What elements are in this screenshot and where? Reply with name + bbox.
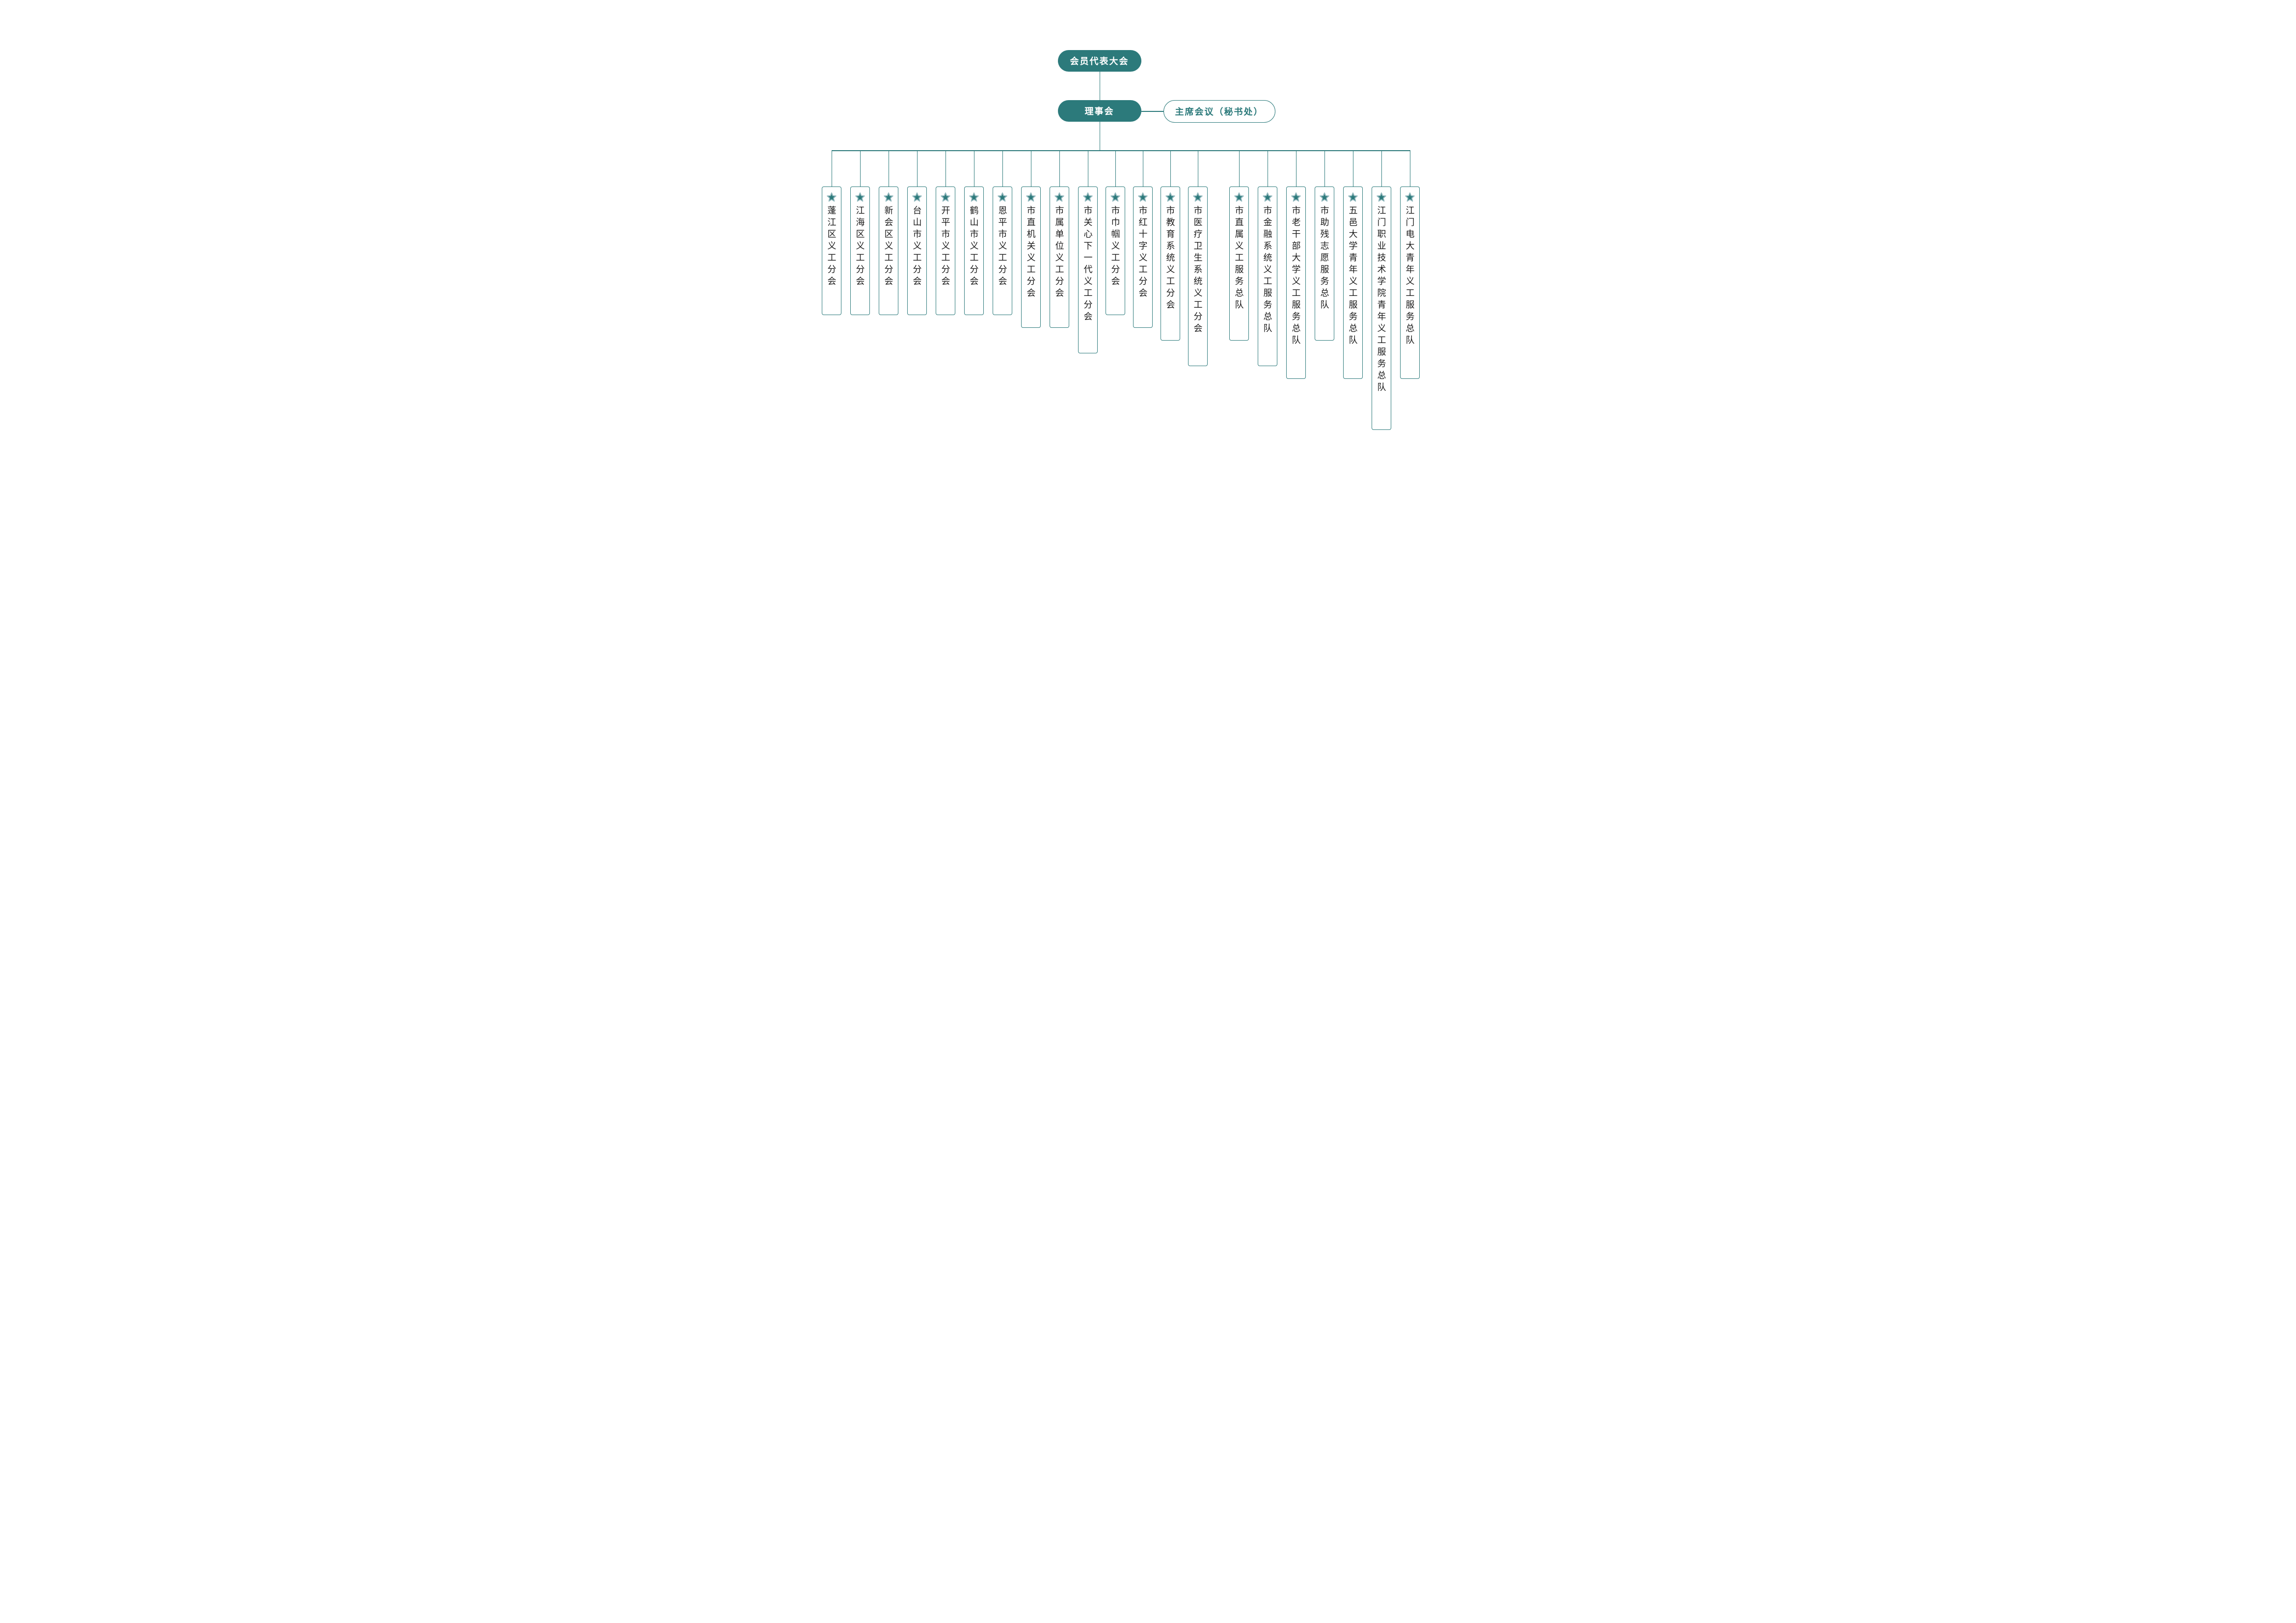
leaf-label: 市教育系统义工分会	[1166, 206, 1175, 312]
star-icon	[1376, 192, 1387, 203]
node-secretariat-label: 主席会议（秘书处）	[1175, 105, 1264, 118]
connector	[1031, 150, 1032, 186]
connector	[1100, 72, 1101, 100]
star-icon	[1054, 192, 1065, 203]
leaf-node: 开平市义工分会	[936, 186, 955, 315]
leaf-node: 市金融系统义工服务总队	[1258, 186, 1277, 366]
leaf-node: 五邑大学青年义工服务总队	[1343, 186, 1363, 379]
leaf-node: 江门电大青年义工服务总队	[1400, 186, 1420, 379]
leaf-label: 开平市义工分会	[941, 206, 950, 288]
connector	[1141, 111, 1163, 112]
connector	[1381, 150, 1382, 186]
connector	[1410, 150, 1411, 186]
leaf-label: 市直属义工服务总队	[1235, 206, 1243, 312]
leaf-node: 新会区义工分会	[879, 186, 898, 315]
connector	[1198, 150, 1199, 186]
leaf-node: 江海区义工分会	[850, 186, 870, 315]
star-icon	[1291, 192, 1301, 203]
star-icon	[969, 192, 979, 203]
star-icon	[1082, 192, 1093, 203]
leaf-node: 市直机关义工分会	[1021, 186, 1041, 328]
star-icon	[1234, 192, 1244, 203]
node-council: 理事会	[1058, 100, 1141, 122]
star-icon	[826, 192, 837, 203]
leaf-node: 江门职业技术学院青年义工服务总队	[1372, 186, 1391, 430]
connector	[917, 150, 918, 186]
connector	[1088, 150, 1089, 186]
connector	[1324, 150, 1325, 186]
connector	[1170, 150, 1171, 186]
connector	[1239, 150, 1240, 186]
leaf-node: 市属单位义工分会	[1050, 186, 1069, 328]
connector	[860, 150, 861, 186]
leaf-node: 市红十字义工分会	[1133, 186, 1153, 328]
connector	[1100, 122, 1101, 150]
node-secretariat: 主席会议（秘书处）	[1163, 100, 1275, 123]
leaf-label: 江门电大青年义工服务总队	[1405, 206, 1414, 347]
org-chart: 会员代表大会理事会 主席会议（秘书处） 蓬江区义工分会 江海区义工分会 新会区义工分会 台…	[782, 0, 1515, 519]
leaf-node: 市关心下一代义工分会	[1078, 186, 1098, 353]
star-icon	[1262, 192, 1273, 203]
connector	[1059, 150, 1060, 186]
leaf-label: 台山市义工分会	[913, 206, 921, 288]
leaf-label: 市属单位义工分会	[1055, 206, 1064, 300]
connector	[945, 150, 946, 186]
leaf-label: 市老干部大学义工服务总队	[1292, 206, 1300, 347]
leaf-node: 市助残志愿服务总队	[1315, 186, 1334, 341]
star-icon	[1165, 192, 1176, 203]
leaf-node: 市教育系统义工分会	[1161, 186, 1180, 341]
star-icon	[940, 192, 951, 203]
star-icon	[1405, 192, 1415, 203]
connector-bus	[832, 150, 1410, 151]
connector	[1296, 150, 1297, 186]
connector	[832, 150, 833, 186]
leaf-label: 鹤山市义工分会	[970, 206, 978, 288]
leaf-label: 江海区义工分会	[856, 206, 864, 288]
connector	[889, 150, 890, 186]
leaf-label: 江门职业技术学院青年义工服务总队	[1377, 206, 1386, 394]
leaf-node: 台山市义工分会	[907, 186, 927, 315]
star-icon	[855, 192, 865, 203]
leaf-label: 市助残志愿服务总队	[1320, 206, 1329, 312]
connector	[1143, 150, 1144, 186]
connector	[1353, 150, 1354, 186]
star-icon	[997, 192, 1008, 203]
leaf-label: 恩平市义工分会	[998, 206, 1007, 288]
connector	[974, 150, 975, 186]
star-icon	[912, 192, 922, 203]
star-icon	[1348, 192, 1358, 203]
star-icon	[883, 192, 894, 203]
node-council-label: 理事会	[1085, 105, 1114, 117]
leaf-label: 市关心下一代义工分会	[1083, 206, 1092, 323]
node-congress-label: 会员代表大会	[1070, 54, 1129, 67]
leaf-node: 蓬江区义工分会	[822, 186, 841, 315]
leaf-label: 市直机关义工分会	[1026, 206, 1035, 300]
node-congress: 会员代表大会	[1058, 50, 1141, 72]
star-icon	[1026, 192, 1036, 203]
leaf-label: 市医疗卫生系统义工分会	[1193, 206, 1202, 335]
connector	[1115, 150, 1116, 186]
connector	[1268, 150, 1269, 186]
star-icon	[1319, 192, 1330, 203]
leaf-label: 市红十字义工分会	[1138, 206, 1147, 300]
star-icon	[1110, 192, 1121, 203]
leaf-node: 恩平市义工分会	[993, 186, 1012, 315]
leaf-label: 市巾帼义工分会	[1111, 206, 1120, 288]
star-icon	[1137, 192, 1148, 203]
star-icon	[1192, 192, 1203, 203]
leaf-label: 蓬江区义工分会	[827, 206, 836, 288]
connector	[1002, 150, 1003, 186]
leaf-label: 市金融系统义工服务总队	[1263, 206, 1272, 335]
leaf-label: 五邑大学青年义工服务总队	[1349, 206, 1357, 347]
leaf-node: 市直属义工服务总队	[1229, 186, 1249, 341]
leaf-node: 市巾帼义工分会	[1106, 186, 1125, 315]
leaf-label: 新会区义工分会	[884, 206, 893, 288]
leaf-node: 鹤山市义工分会	[964, 186, 984, 315]
leaf-node: 市医疗卫生系统义工分会	[1188, 186, 1208, 366]
leaf-node: 市老干部大学义工服务总队	[1286, 186, 1306, 379]
